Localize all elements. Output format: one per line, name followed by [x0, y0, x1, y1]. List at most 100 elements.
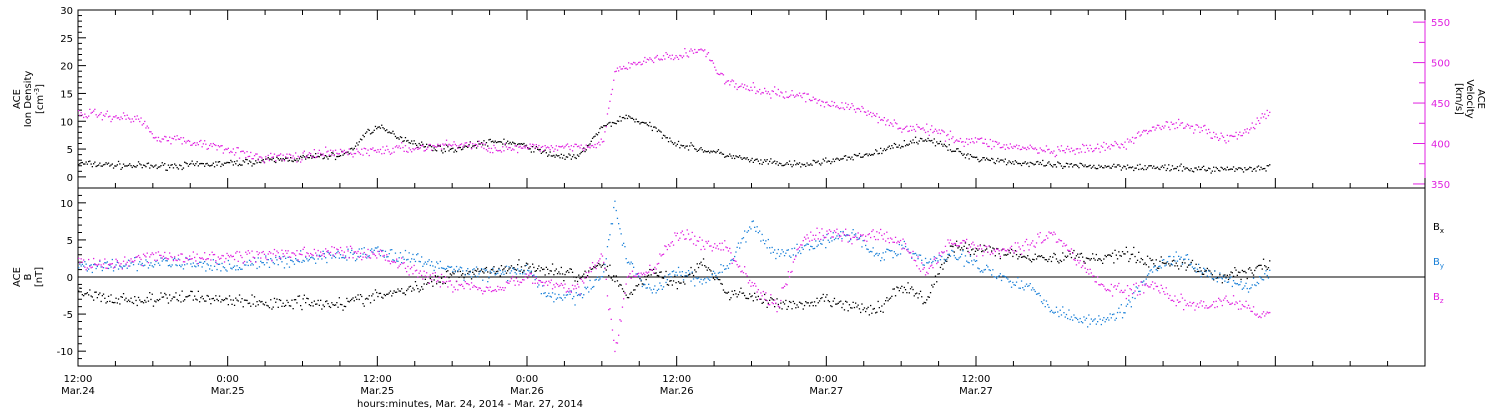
by-point: [286, 263, 288, 265]
bx-point: [545, 266, 547, 268]
bz-point: [349, 245, 352, 247]
density-point: [802, 164, 804, 166]
density-point: [570, 158, 572, 160]
velocity-point: [227, 147, 229, 149]
density-point: [378, 126, 380, 128]
bx-point: [576, 280, 579, 283]
velocity-point: [813, 98, 816, 100]
bx-point: [936, 281, 938, 283]
velocity-point: [364, 148, 367, 150]
velocity-point: [88, 115, 90, 117]
bz-point: [865, 235, 867, 237]
velocity-point: [174, 135, 176, 138]
bz-point: [348, 257, 350, 259]
bx-point: [413, 289, 415, 291]
bx-point: [100, 300, 102, 303]
bx-point: [194, 295, 196, 297]
velocity-point: [887, 119, 889, 121]
bz-point: [983, 251, 985, 253]
bx-point: [114, 301, 116, 304]
by-point: [323, 253, 325, 255]
bx-point: [699, 263, 701, 265]
density-point: [885, 149, 887, 152]
bx-point: [1201, 273, 1203, 275]
velocity-point: [1022, 146, 1024, 148]
by-point: [962, 250, 964, 252]
bx-point: [359, 294, 362, 296]
velocity-point: [816, 102, 818, 104]
density-point: [195, 163, 197, 165]
bz-point: [899, 239, 902, 242]
bx-point: [551, 263, 554, 265]
by-point: [392, 259, 394, 261]
by-point: [1235, 283, 1237, 285]
velocity-point: [429, 143, 431, 146]
bz-point: [649, 264, 651, 266]
velocity-point: [1072, 150, 1074, 152]
velocity-point: [937, 132, 939, 134]
bz-point: [1171, 299, 1174, 301]
velocity-point: [311, 155, 313, 157]
density-point: [407, 139, 409, 142]
velocity-point: [806, 93, 808, 95]
velocity-point: [80, 112, 82, 114]
velocity-point: [780, 91, 782, 93]
density-point: [326, 156, 328, 158]
velocity-point: [381, 153, 383, 155]
density-point: [630, 117, 632, 119]
bx-point: [1020, 256, 1023, 258]
bx-point: [1129, 258, 1131, 260]
velocity-point: [1100, 145, 1102, 147]
by-point: [337, 250, 339, 253]
bx-point: [927, 296, 929, 298]
bx-point: [112, 302, 115, 304]
density-point: [1033, 164, 1035, 166]
bx-point: [1059, 259, 1061, 261]
bz-point: [1151, 281, 1154, 283]
density-point: [941, 143, 943, 145]
density-point: [1020, 164, 1023, 167]
by-point: [480, 268, 483, 270]
bx-point: [902, 291, 904, 294]
by-point: [993, 276, 995, 278]
bz-point: [826, 230, 828, 232]
bx-point: [120, 296, 122, 298]
bx-point: [1185, 269, 1187, 271]
velocity-point: [1099, 151, 1101, 153]
by-point: [267, 259, 269, 261]
bx-point: [211, 298, 213, 300]
bz-point: [1250, 310, 1252, 312]
density-point: [666, 137, 668, 139]
bz-point: [144, 255, 146, 257]
bz-point: [1206, 307, 1208, 309]
density-point: [468, 144, 470, 146]
bz-point: [119, 264, 121, 267]
density-point: [422, 143, 424, 145]
by-point: [144, 264, 146, 266]
legend-bx-sub: x: [1440, 227, 1444, 235]
bx-point: [315, 303, 317, 305]
bz-point: [807, 237, 809, 239]
density-axis-unit: [cm-3]: [33, 84, 46, 114]
by-point: [631, 263, 634, 265]
by-point: [1156, 269, 1159, 272]
density-point: [1104, 165, 1106, 167]
velocity-point: [398, 145, 400, 147]
bz-point: [761, 295, 763, 297]
velocity-point: [664, 58, 666, 60]
velocity-point: [291, 157, 293, 159]
bz-point: [1094, 281, 1096, 283]
bz-point: [833, 230, 836, 232]
bx-point: [886, 297, 888, 299]
density-point: [1123, 165, 1125, 167]
bx-point: [801, 303, 803, 305]
density-point: [424, 146, 426, 148]
velocity-point: [982, 142, 984, 144]
velocity-point: [751, 89, 753, 91]
by-point: [921, 259, 923, 261]
bx-point: [649, 268, 651, 271]
bz-point: [1213, 301, 1215, 303]
density-point: [520, 143, 523, 145]
bx-point: [1118, 251, 1120, 253]
